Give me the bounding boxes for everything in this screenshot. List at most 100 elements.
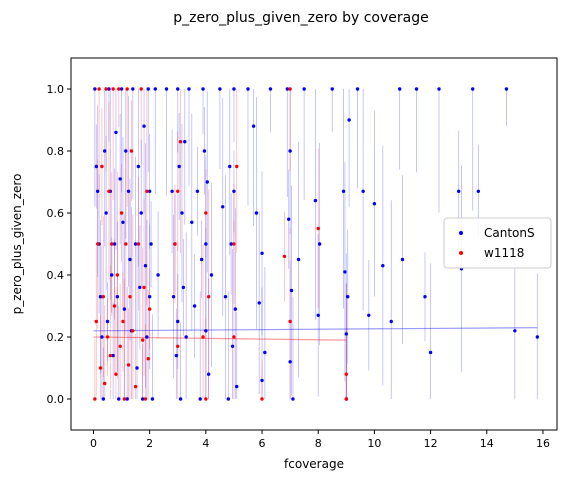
point-1-45 [232,242,236,246]
point-0-31 [138,285,142,290]
point-0-10 [107,87,111,91]
point-1-9 [105,335,110,339]
point-0-109 [367,313,371,317]
y-tick-label-0: 0.0 [47,393,65,406]
point-0-69 [209,273,214,277]
x-tick-label-0: 0 [90,437,97,450]
point-1-38 [176,189,180,193]
x-tick-label-5: 10 [367,437,381,450]
point-0-90 [287,217,291,221]
point-0-106 [347,118,351,122]
point-0-59 [192,304,197,308]
point-0-15 [114,130,118,135]
point-1-19 [119,211,124,215]
y-axis-label: p_zero_plus_given_zero [10,174,24,315]
point-0-52 [178,397,183,401]
point-0-121 [471,87,475,91]
point-1-41 [201,335,205,339]
point-1-7 [103,381,107,386]
point-0-75 [229,242,233,246]
point-0-53 [180,211,184,215]
point-0-103 [344,332,349,336]
point-0-60 [195,189,200,193]
point-0-18 [118,177,122,181]
point-0-112 [389,319,393,324]
point-0-63 [201,87,205,91]
point-0-89 [285,87,290,91]
x-tick-label-2: 4 [202,437,209,450]
point-0-55 [183,140,187,144]
point-0-124 [513,329,517,333]
point-0-86 [260,378,264,383]
point-0-21 [122,307,127,311]
point-0-7 [103,149,107,153]
point-0-65 [204,242,208,246]
point-0-74 [228,164,232,169]
point-1-20 [121,319,125,324]
point-0-28 [133,242,138,246]
point-0-32 [139,211,143,215]
point-0-99 [317,242,322,246]
point-0-79 [233,307,238,311]
point-0-9 [105,319,110,324]
point-0-45 [170,189,174,193]
point-0-116 [423,295,427,299]
point-0-117 [428,350,433,355]
point-0-34 [142,124,146,128]
y-tick-label-5: 1.0 [47,83,65,96]
point-1-52 [316,226,320,231]
fit-line-1 [93,336,347,341]
x-tick-label-4: 8 [315,437,322,450]
x-tick-label-6: 12 [424,437,438,450]
point-0-96 [302,87,306,91]
point-0-72 [223,295,228,299]
point-0-92 [288,360,292,364]
point-0-33 [140,397,145,401]
point-1-50 [288,87,292,91]
fit-line-0 [93,327,538,332]
point-0-6 [101,397,106,401]
point-0-113 [397,87,402,91]
point-0-100 [330,87,334,91]
point-0-13 [111,353,115,358]
point-0-95 [296,257,301,262]
point-0-105 [346,295,350,299]
point-1-18 [118,344,122,348]
point-0-119 [456,189,461,193]
point-0-23 [125,397,129,401]
point-0-1 [94,164,98,169]
point-0-58 [190,220,194,224]
x-axis-label: fcoverage [284,457,344,471]
point-0-0 [93,87,97,91]
point-0-48 [174,353,179,358]
point-0-8 [104,211,108,215]
point-0-123 [504,87,509,91]
point-0-67 [205,180,209,184]
legend: CantonS w1118 [443,217,552,269]
point-1-27 [131,329,135,333]
point-0-25 [128,257,132,262]
point-0-66 [204,329,208,333]
point-0-43 [156,273,160,277]
point-1-30 [139,87,143,91]
point-0-38 [147,189,152,193]
point-0-40 [149,242,153,246]
point-0-115 [414,87,419,91]
point-0-78 [232,189,236,193]
point-0-83 [254,211,259,215]
point-0-68 [206,372,211,376]
point-0-76 [230,344,235,348]
point-0-87 [263,350,267,355]
point-0-17 [117,397,121,401]
point-0-57 [187,87,191,91]
point-1-0 [93,397,97,401]
point-0-101 [341,189,346,193]
point-0-125 [535,335,540,339]
point-1-4 [98,366,103,370]
point-1-2 [95,242,100,246]
point-0-2 [95,189,100,193]
point-1-12 [110,242,114,246]
legend-marker-0 [459,231,463,235]
point-0-73 [226,397,231,401]
